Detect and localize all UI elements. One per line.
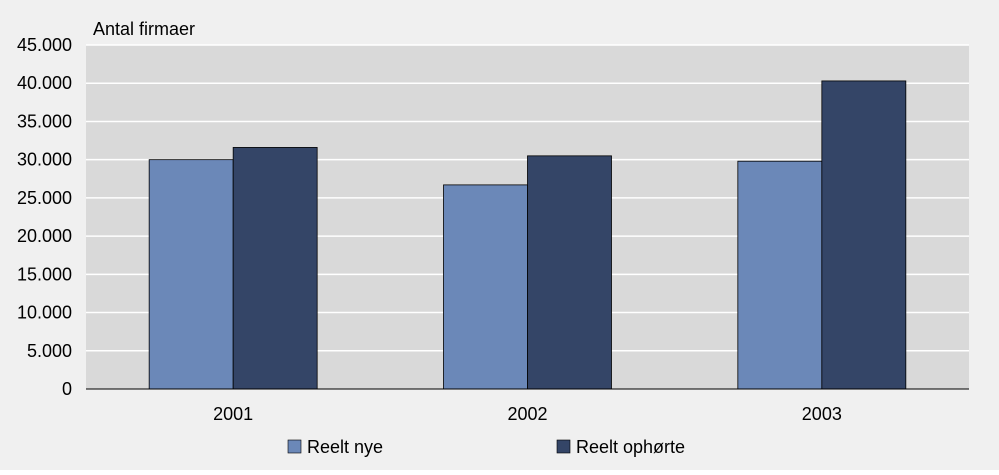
legend: Reelt nye Reelt ophørte bbox=[287, 437, 685, 457]
x-tick-label: 2003 bbox=[802, 404, 842, 424]
legend-label: Reelt ophørte bbox=[576, 437, 685, 457]
legend-swatch bbox=[556, 439, 571, 454]
y-axis-label: Antal firmaer bbox=[93, 19, 195, 39]
y-tick-label: 35.000 bbox=[17, 111, 72, 131]
legend-swatch bbox=[287, 439, 302, 454]
y-tick-label: 25.000 bbox=[17, 188, 72, 208]
bar-reelt-ophoerte-2001 bbox=[232, 147, 318, 390]
bar-reelt-nye-2001 bbox=[148, 159, 234, 390]
bars bbox=[148, 80, 907, 390]
y-tick-label: 45.000 bbox=[17, 35, 72, 55]
y-tick-label: 20.000 bbox=[17, 226, 72, 246]
y-tick-label: 30.000 bbox=[17, 150, 72, 170]
y-tick-labels: 0 5.000 10.000 15.000 20.000 25.000 30.000 35.0… bbox=[17, 35, 72, 399]
y-tick-label: 15.000 bbox=[17, 264, 72, 284]
legend-label: Reelt nye bbox=[307, 437, 383, 457]
x-tick-label: 2001 bbox=[213, 404, 253, 424]
bar-reelt-nye-2003 bbox=[737, 160, 823, 390]
x-tick-label: 2002 bbox=[507, 404, 547, 424]
y-tick-label: 5.000 bbox=[27, 341, 72, 361]
bar-reelt-nye-2002 bbox=[443, 184, 528, 390]
y-tick-label: 0 bbox=[62, 379, 72, 399]
y-tick-label: 40.000 bbox=[17, 73, 72, 93]
bar-reelt-ophoerte-2002 bbox=[527, 155, 612, 390]
x-tick-labels: 2001 2002 2003 bbox=[213, 404, 842, 424]
y-tick-label: 10.000 bbox=[17, 303, 72, 323]
bar-reelt-ophoerte-2003 bbox=[821, 80, 907, 390]
